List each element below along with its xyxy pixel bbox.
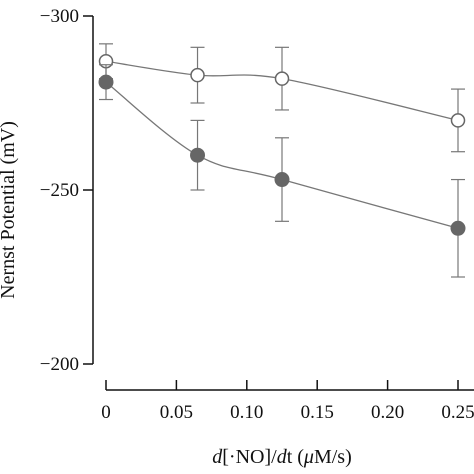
x-axis-title: d[·NO]/dt (μM/s): [212, 446, 352, 468]
marker-open-circle: [274, 71, 290, 86]
y-tick-label: −200: [40, 354, 79, 375]
marker-filled-circle: [274, 172, 290, 188]
x-tick-label: 0.15: [301, 402, 334, 423]
y-tick-label: −250: [40, 180, 79, 201]
data-point-series-1: [450, 88, 466, 153]
x-tick-label: 0.20: [371, 402, 404, 423]
x-tick-label: 0: [101, 402, 111, 423]
x-axis-title-part: M/s): [314, 446, 352, 468]
x-axis-title-part: d: [212, 446, 223, 468]
axis-labels: −300 −250 −200 0 0.05 0.10 0.15 0.20 0.25 Nernst …: [0, 6, 474, 468]
fit-curve-series-2: [105, 81, 459, 229]
x-tick-label: 0.05: [160, 402, 193, 423]
data-point-series-1: [190, 46, 205, 104]
axes: [83, 15, 474, 391]
x-axis-title-part: t (: [287, 446, 305, 468]
y-tick-label: −300: [40, 6, 79, 27]
x-tick-label: 0.25: [441, 402, 474, 423]
marker-open-circle: [190, 67, 205, 83]
x-axis-title-part: [·NO]/: [222, 446, 277, 468]
data-point-series-1: [274, 46, 290, 111]
data-point-series-2: [274, 137, 290, 222]
x-axis-title-part: d: [277, 446, 288, 468]
x-axis-title-part: μ: [303, 446, 314, 468]
marker-filled-circle: [98, 74, 114, 90]
fit-curve-series-1: [105, 60, 459, 122]
data-point-series-2: [450, 178, 466, 278]
data-marks: [98, 43, 466, 278]
x-tick-label: 0.10: [230, 402, 263, 423]
data-point-series-2: [190, 119, 206, 191]
marker-filled-circle: [190, 147, 206, 163]
data-point-series-2: [98, 64, 114, 101]
marker-filled-circle: [450, 220, 466, 236]
marker-open-circle: [450, 113, 466, 128]
y-axis-title: Nernst Potential (mV): [0, 121, 19, 299]
fit-curves: [105, 60, 459, 229]
